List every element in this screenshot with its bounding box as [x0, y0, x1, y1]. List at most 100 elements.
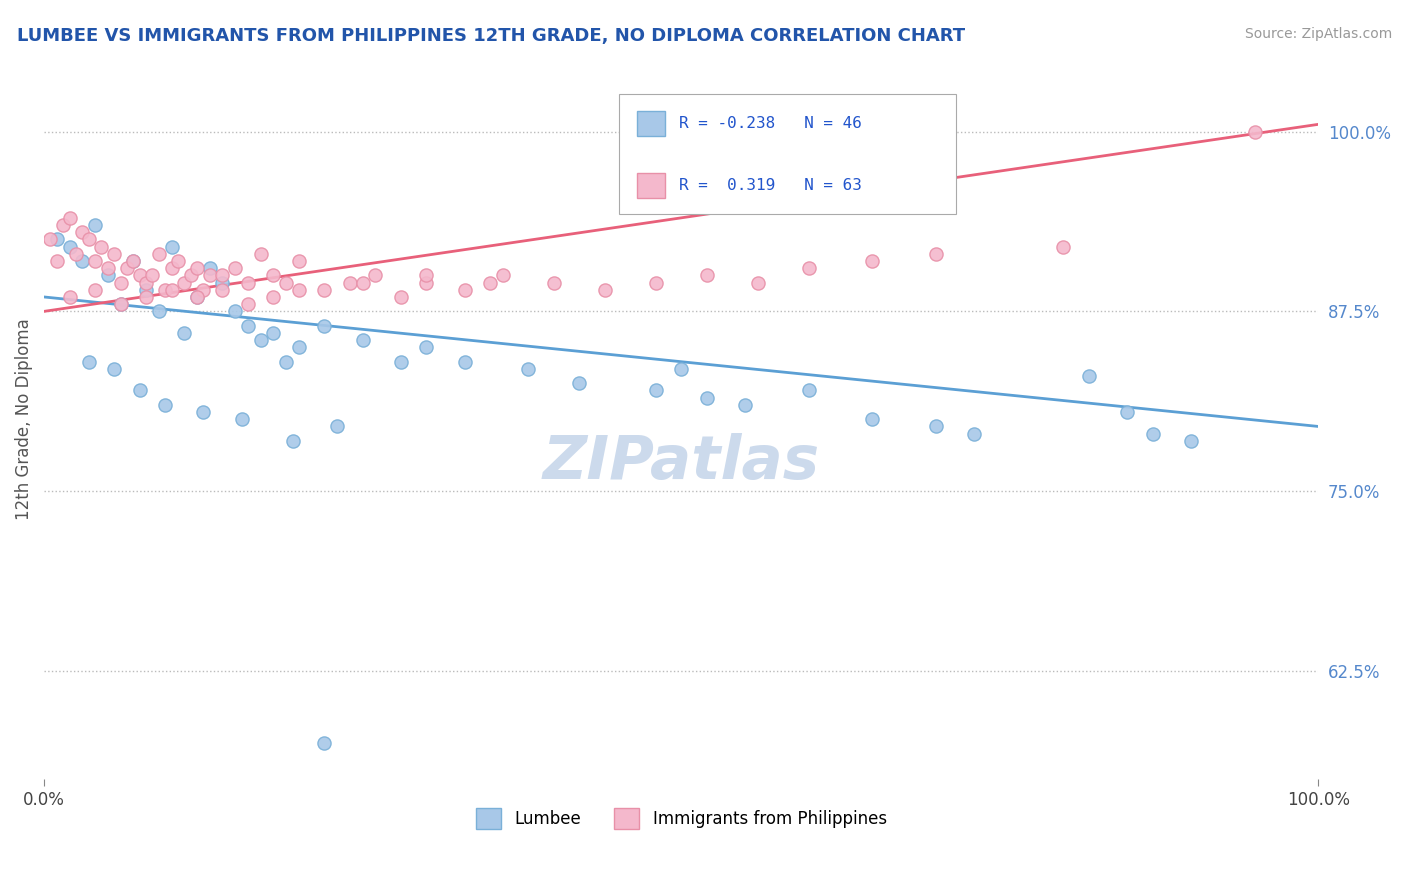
Point — [103, 362, 125, 376]
Point — [160, 283, 183, 297]
Point — [669, 362, 692, 376]
Point — [39, 232, 62, 246]
Point — [262, 326, 284, 340]
Point — [65, 247, 87, 261]
Point — [415, 276, 437, 290]
Point — [453, 283, 475, 297]
Text: Source: ZipAtlas.com: Source: ZipAtlas.com — [1244, 27, 1392, 41]
Point — [747, 808, 769, 822]
Point — [45, 232, 67, 246]
Point — [963, 426, 986, 441]
Legend: Lumbee, Immigrants from Philippines: Lumbee, Immigrants from Philippines — [470, 802, 893, 835]
Point — [236, 297, 259, 311]
Point — [148, 304, 170, 318]
Point — [1077, 369, 1099, 384]
Point — [186, 290, 208, 304]
Point — [281, 434, 304, 448]
Point — [339, 276, 361, 290]
Text: R = -0.238   N = 46: R = -0.238 N = 46 — [679, 117, 862, 131]
Point — [593, 283, 616, 297]
Point — [153, 398, 176, 412]
Point — [747, 276, 769, 290]
Point — [211, 276, 233, 290]
Point — [160, 239, 183, 253]
Point — [84, 254, 107, 268]
Point — [45, 254, 67, 268]
Point — [84, 218, 107, 232]
Point — [543, 276, 565, 290]
Point — [1052, 239, 1074, 253]
Point — [925, 247, 948, 261]
Point — [58, 239, 80, 253]
Text: R =  0.319   N = 63: R = 0.319 N = 63 — [679, 178, 862, 193]
Point — [797, 261, 820, 276]
Point — [135, 290, 157, 304]
Point — [479, 276, 502, 290]
Point — [224, 304, 246, 318]
Point — [128, 268, 150, 283]
Point — [860, 254, 883, 268]
Point — [72, 254, 94, 268]
Point — [288, 254, 311, 268]
Point — [122, 254, 145, 268]
Point — [249, 247, 271, 261]
Point — [1243, 124, 1265, 138]
Point — [135, 283, 157, 297]
Point — [97, 261, 120, 276]
Point — [224, 261, 246, 276]
Point — [644, 384, 666, 398]
Point — [1180, 434, 1202, 448]
Point — [211, 283, 233, 297]
Point — [84, 283, 107, 297]
Point — [186, 290, 208, 304]
Point — [211, 268, 233, 283]
Point — [160, 261, 183, 276]
Point — [198, 261, 221, 276]
Point — [115, 261, 138, 276]
Point — [288, 283, 311, 297]
Point — [860, 412, 883, 426]
Point — [193, 283, 215, 297]
Point — [492, 268, 515, 283]
Point — [1116, 405, 1139, 419]
Point — [110, 276, 132, 290]
Point — [326, 419, 349, 434]
Point — [517, 362, 540, 376]
Point — [135, 276, 157, 290]
Point — [276, 355, 298, 369]
Point — [389, 290, 412, 304]
Point — [58, 211, 80, 225]
Point — [153, 283, 176, 297]
Point — [415, 268, 437, 283]
Text: ZIPatlas: ZIPatlas — [543, 433, 820, 491]
Point — [314, 736, 336, 750]
Point — [72, 225, 94, 239]
Point — [262, 268, 284, 283]
Point — [288, 340, 311, 354]
Point — [389, 355, 412, 369]
Point — [141, 268, 163, 283]
Point — [186, 261, 208, 276]
Point — [1142, 426, 1164, 441]
Point — [193, 405, 215, 419]
Point — [314, 283, 336, 297]
Point — [249, 333, 271, 347]
Point — [97, 268, 120, 283]
Point — [148, 247, 170, 261]
Point — [276, 276, 298, 290]
Text: LUMBEE VS IMMIGRANTS FROM PHILIPPINES 12TH GRADE, NO DIPLOMA CORRELATION CHART: LUMBEE VS IMMIGRANTS FROM PHILIPPINES 12… — [17, 27, 965, 45]
Point — [925, 419, 948, 434]
Point — [103, 247, 125, 261]
Point — [352, 276, 374, 290]
Point — [110, 297, 132, 311]
Point — [314, 318, 336, 333]
Point — [77, 355, 100, 369]
Point — [58, 290, 80, 304]
Point — [453, 355, 475, 369]
Point — [415, 340, 437, 354]
Point — [173, 326, 195, 340]
Point — [180, 268, 202, 283]
Point — [128, 384, 150, 398]
Point — [236, 276, 259, 290]
Point — [797, 384, 820, 398]
